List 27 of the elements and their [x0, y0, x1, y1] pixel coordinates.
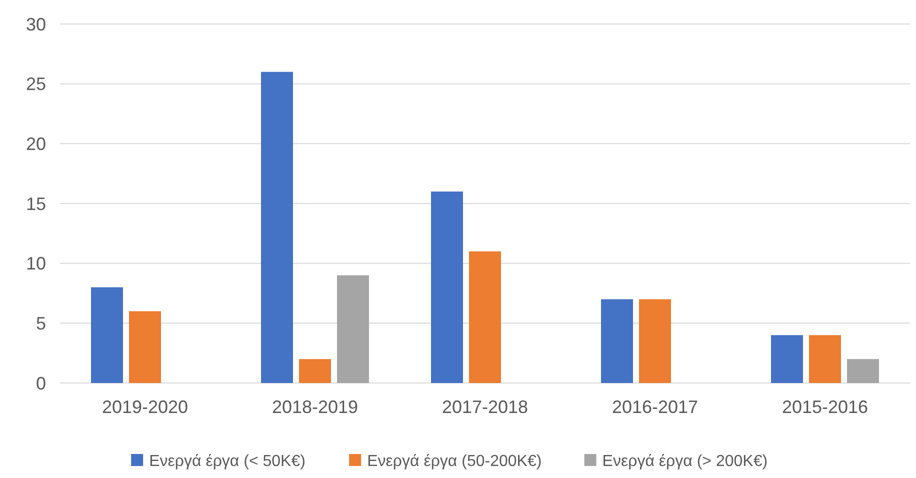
x-tick-label: 2016-2017: [612, 397, 698, 417]
y-tick-label: 25: [26, 74, 46, 94]
bar: [129, 311, 161, 383]
bar: [91, 287, 123, 383]
bar: [771, 335, 803, 383]
bar: [261, 72, 293, 383]
bar: [469, 251, 501, 383]
x-tick-label: 2019-2020: [102, 397, 188, 417]
y-tick-label: 15: [26, 194, 46, 214]
bar: [639, 299, 671, 383]
bar: [337, 275, 369, 383]
y-tick-label: 5: [36, 313, 46, 334]
bar: [847, 359, 879, 383]
x-tick-label: 2015-2016: [782, 397, 868, 417]
bar: [299, 359, 331, 383]
y-tick-label: 10: [26, 254, 46, 274]
bar: [431, 192, 463, 383]
y-tick-label: 20: [26, 134, 46, 154]
legend-label: Ενεργά έργα (> 200K€): [602, 453, 768, 470]
y-tick-label: 30: [26, 14, 46, 34]
bar: [601, 299, 633, 383]
x-tick-label: 2018-2019: [272, 397, 358, 417]
bar: [809, 335, 841, 383]
x-tick-label: 2017-2018: [442, 397, 528, 417]
legend-label: Ενεργά έργα (50-200K€): [367, 453, 542, 470]
y-tick-label: 0: [36, 373, 46, 394]
legend-label: Ενεργά έργα (< 50K€): [149, 453, 306, 470]
